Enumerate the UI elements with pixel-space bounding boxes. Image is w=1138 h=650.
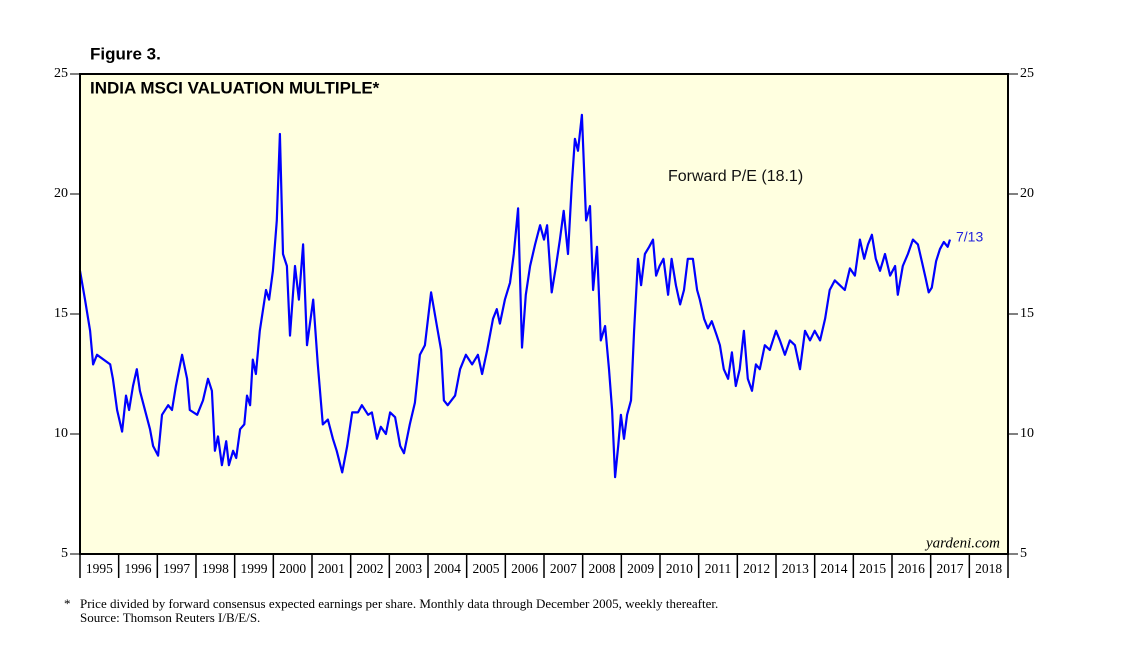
y2-tick-label: 25	[1020, 66, 1034, 81]
footnote-line: Source: Thomson Reuters I/B/E/S.	[80, 610, 260, 625]
y-tick-label: 20	[54, 186, 68, 201]
x-tick-label: 1998	[202, 561, 229, 576]
x-tick-label: 2010	[666, 561, 693, 576]
y-tick-label: 5	[61, 546, 68, 561]
plot-area	[80, 74, 1008, 554]
x-tick-label: 2016	[898, 561, 925, 576]
y2-tick-label: 10	[1020, 426, 1034, 441]
x-tick-label: 2005	[473, 561, 500, 576]
y2-tick-label: 5	[1020, 546, 1027, 561]
y2-tick-label: 15	[1020, 306, 1034, 321]
x-tick-label: 1999	[241, 561, 268, 576]
x-tick-label: 2015	[859, 561, 886, 576]
x-tick-label: 2014	[821, 561, 848, 576]
x-tick-label: 2017	[937, 561, 964, 576]
x-tick-label: 2008	[589, 561, 616, 576]
y2-tick-label: 20	[1020, 186, 1034, 201]
x-tick-label: 2012	[743, 561, 770, 576]
x-tick-label: 2002	[357, 561, 384, 576]
y-tick-label: 25	[54, 66, 68, 81]
annotation: Forward P/E (18.1)	[668, 168, 803, 185]
x-tick-label: 1997	[163, 561, 190, 576]
x-tick-label: 2000	[279, 561, 306, 576]
y-tick-label: 10	[54, 426, 68, 441]
x-tick-label: 2011	[705, 561, 732, 576]
x-tick-label: 2004	[434, 561, 461, 576]
x-tick-label: 2003	[395, 561, 422, 576]
end-date-label: 7/13	[956, 228, 983, 244]
y-tick-label: 15	[54, 306, 68, 321]
x-tick-label: 2007	[550, 561, 577, 576]
figure-label: Figure 3.	[90, 44, 161, 63]
chart-title: INDIA MSCI VALUATION MULTIPLE*	[90, 78, 380, 97]
x-tick-label: 1996	[125, 561, 152, 576]
plot-frame	[79, 73, 1009, 555]
x-tick-label: 2013	[782, 561, 809, 576]
x-tick-label: 1995	[86, 561, 113, 576]
footnote-line: Price divided by forward consensus expec…	[80, 596, 718, 611]
x-tick-label: 2001	[318, 561, 345, 576]
source-mark: yardeni.com	[924, 535, 1000, 551]
x-tick-label: 2006	[511, 561, 538, 576]
x-tick-label: 2009	[627, 561, 654, 576]
footnote-marker: *	[64, 596, 71, 611]
x-tick-label: 2018	[975, 561, 1002, 576]
data-line	[78, 113, 952, 479]
